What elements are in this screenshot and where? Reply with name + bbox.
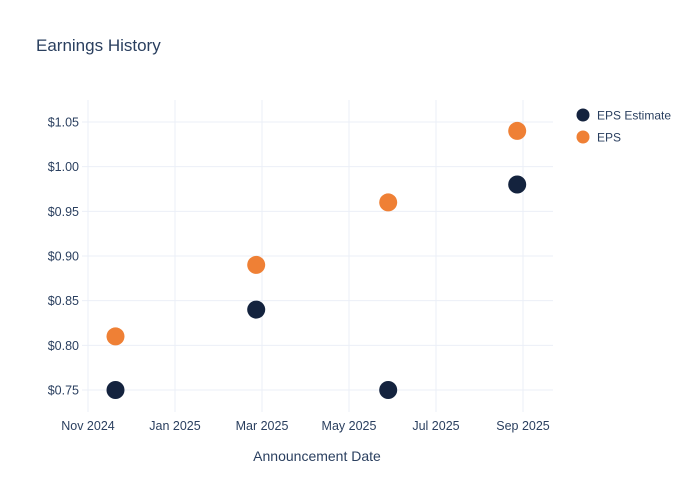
tick-labels-layer: Nov 2024 Jan 2025 Mar 2025 May 2025 Jul 2025…: [48, 116, 550, 434]
data-point-eps-estimate[interactable]: [106, 381, 125, 399]
data-point-eps[interactable]: [247, 255, 266, 274]
legend-marker-icon: [576, 130, 590, 144]
data-point-eps[interactable]: [508, 121, 527, 140]
data-point-eps-estimate[interactable]: [508, 175, 527, 194]
x-tick-label: Nov 2024: [61, 419, 115, 433]
chart-title: Earnings History: [36, 36, 161, 55]
legend-item-eps[interactable]: EPS: [576, 130, 622, 145]
x-tick-label: Mar 2025: [236, 419, 289, 433]
x-tick-label: Jul 2025: [412, 419, 459, 433]
x-tick-label: Jan 2025: [149, 419, 200, 433]
data-point-eps[interactable]: [379, 193, 398, 212]
y-tick-label: $0.90: [48, 250, 79, 264]
y-tick-label: $1.05: [48, 116, 79, 130]
x-axis-title: Announcement Date: [253, 448, 381, 464]
legend-marker-icon: [576, 108, 590, 122]
y-tick-label: $0.95: [48, 205, 79, 219]
x-tick-label: Sep 2025: [496, 419, 550, 433]
data-point-eps-estimate[interactable]: [247, 300, 266, 319]
legend-item-label: EPS Estimate: [597, 109, 671, 123]
legend: EPS Estimate EPS: [576, 108, 672, 145]
data-points-layer: [106, 121, 527, 399]
legend-item-label: EPS: [597, 131, 621, 145]
y-tick-label: $0.85: [48, 294, 79, 308]
x-tick-label: May 2025: [322, 419, 377, 433]
y-tick-label: $0.75: [48, 384, 79, 398]
y-tick-label: $0.80: [48, 339, 79, 353]
data-point-eps-estimate[interactable]: [379, 381, 398, 399]
grid-layer: [82, 100, 553, 412]
y-tick-label: $1.00: [48, 160, 79, 174]
data-point-eps[interactable]: [106, 327, 125, 346]
legend-item-eps-estimate[interactable]: EPS Estimate: [576, 108, 672, 123]
